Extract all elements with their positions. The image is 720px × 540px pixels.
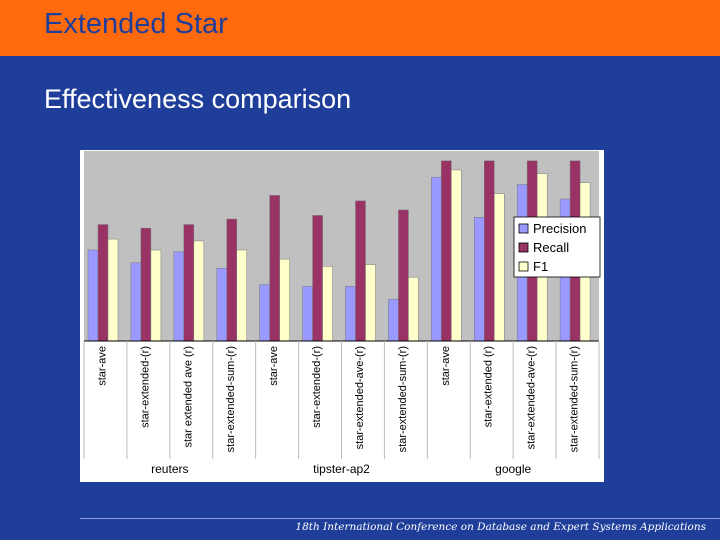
x-category-label: star-extended (r) <box>483 346 495 427</box>
bar-f1 <box>451 169 462 342</box>
legend-swatch <box>518 261 529 272</box>
bar-f1 <box>279 258 290 342</box>
x-category-label: star-extended-(r) <box>311 346 323 428</box>
plot-area <box>84 151 599 341</box>
bar-recall <box>226 218 237 342</box>
bar-precision <box>431 176 442 342</box>
slide-subtitle: Effectiveness comparison <box>44 84 352 114</box>
bar-recall <box>398 209 409 342</box>
bar-precision <box>87 249 99 342</box>
legend-label: Recall <box>533 240 569 255</box>
bar-f1 <box>193 240 205 342</box>
x-category-label: star-ave <box>268 346 280 386</box>
x-group-label: google <box>495 462 531 476</box>
slide-title: Extended Star <box>44 8 228 40</box>
bar-recall <box>140 227 152 342</box>
legend-label: Precision <box>533 221 586 236</box>
chart-panel: 00.20.40.60.81star-avestar-extended-(r)s… <box>80 150 604 482</box>
bar-recall <box>441 160 452 342</box>
x-category-label: star-extended-ave-(r) <box>526 346 538 449</box>
bar-f1 <box>365 264 376 342</box>
x-category-label: star-ave <box>440 346 452 386</box>
bar-precision <box>345 286 356 342</box>
bar-precision <box>302 286 313 342</box>
bar-f1 <box>322 266 333 342</box>
x-group-label: tipster-ap2 <box>313 462 370 476</box>
bar-recall <box>312 215 323 342</box>
title-bar: Extended Star <box>0 0 720 56</box>
bar-precision <box>216 267 227 342</box>
bar-chart: 00.20.40.60.81star-avestar-extended-(r)s… <box>83 151 601 476</box>
bar-precision <box>259 284 270 342</box>
bar-f1 <box>236 249 247 342</box>
bar-f1 <box>494 193 505 342</box>
bar-precision <box>388 298 399 342</box>
legend-swatch <box>518 242 529 253</box>
x-category-label: star-extended-sum-(r) <box>397 346 409 452</box>
bar-recall <box>97 224 109 342</box>
bar-precision <box>173 251 185 342</box>
footer-divider <box>80 518 720 519</box>
bar-recall <box>183 224 195 342</box>
bar-f1 <box>107 238 119 342</box>
x-category-label: star extended ave (r) <box>182 346 194 448</box>
x-category-label: star-extended-ave-(r) <box>354 346 366 449</box>
x-category-label: star-ave <box>96 346 108 386</box>
bar-recall <box>355 200 366 342</box>
bar-f1 <box>150 249 162 342</box>
x-category-label: star-extended-sum-(r) <box>569 346 581 452</box>
bar-recall <box>484 160 495 342</box>
bar-precision <box>130 262 142 342</box>
legend-label: F1 <box>533 259 548 274</box>
x-group-label: reuters <box>151 462 188 476</box>
bar-precision <box>474 216 485 342</box>
legend-swatch <box>518 223 529 234</box>
footer-text: 18th International Conference on Databas… <box>295 521 706 533</box>
bar-recall <box>269 195 280 342</box>
x-category-label: star-extended-sum-(r) <box>225 346 237 452</box>
x-category-label: star-extended-(r) <box>139 346 151 428</box>
bar-f1 <box>408 277 419 342</box>
